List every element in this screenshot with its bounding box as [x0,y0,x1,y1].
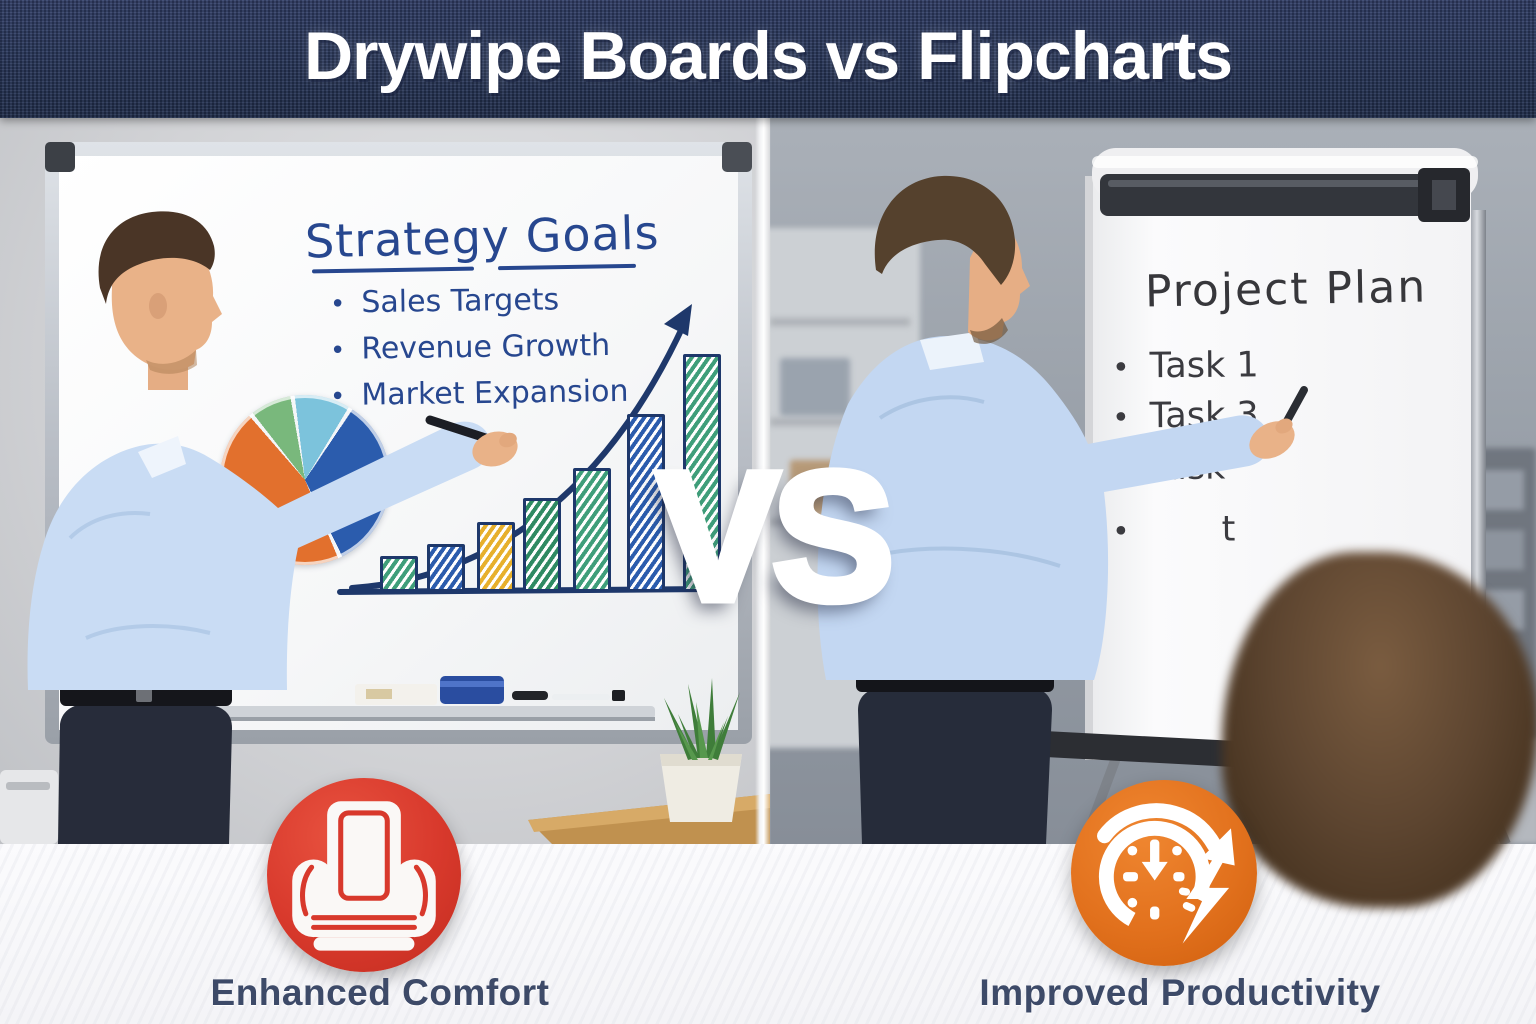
flipchart-photo-panel: Project Plan • Task 1 • Task 3 • Task • … [770,118,1536,844]
audience-woman-hair [1222,552,1536,908]
whiteboard-bar [627,414,665,592]
versus-label: VS [653,432,899,641]
whiteboard-corner-cap [722,142,752,172]
shelf-books [780,358,850,416]
right-man-shirt [817,336,1270,680]
right-man-beard [970,318,1008,344]
right-man-trousers [856,670,1054,844]
belt-buckle [136,688,152,702]
clamp-highlight [1108,180,1460,187]
whiteboard-pen-tray [185,706,655,719]
whiteboard-photo-panel: Strategy Goals • Sales Targets • Revenue… [0,118,770,844]
productivity-label: Improved Productivity [979,972,1381,1013]
armchair-icon [292,801,436,951]
shirt-folds [68,511,211,640]
presenter-right-man [817,175,1308,844]
whiteboard-corner-cap [45,142,75,172]
whiteboard-bar [427,544,465,592]
whiteboard-bar [380,556,418,592]
left-man-trousers [58,684,232,844]
whiteboard-bar [477,522,515,592]
productivity-badge [1071,780,1257,966]
marker-cap [612,690,625,701]
comfort-badge [267,778,461,972]
productivity-clock-icon [1097,803,1235,944]
whiteboard-bar [523,498,561,592]
tray-shadow [185,717,655,721]
page-title: Drywipe Boards vs Flipcharts [303,18,1233,94]
appliance-slot [6,782,50,790]
white-marker [552,694,610,700]
panel-divider [755,118,771,844]
marker-box-stripe [440,681,504,687]
left-man-hand [425,415,518,467]
left-man-ear [149,293,167,319]
left-man-shirt [27,421,491,690]
trend-arrowhead [664,304,692,336]
right-man-hair [874,175,1016,285]
header-band: Drywipe Boards vs Flipcharts [0,0,1536,118]
right-man-hand [1249,386,1308,459]
shelf-line [770,318,910,326]
flipchart-tray [1037,731,1245,768]
shirt-folds [865,395,1061,568]
roll-highlight [1092,156,1478,168]
presenter-left-man [27,211,518,844]
eraser-label [366,689,392,699]
whiteboard-bar [683,354,721,592]
left-man-beard [146,350,197,374]
black-marker [512,691,548,700]
comfort-label: Enhanced Comfort [210,972,550,1013]
whiteboard-bar-chart [345,354,725,592]
whiteboard-bar [573,468,611,592]
right-man-collar [920,332,984,370]
left-man-collar [138,436,186,478]
potted-plant [660,678,742,822]
shelf-line [770,418,910,426]
clamp-notch [1432,180,1456,210]
left-man-hair [98,211,215,304]
